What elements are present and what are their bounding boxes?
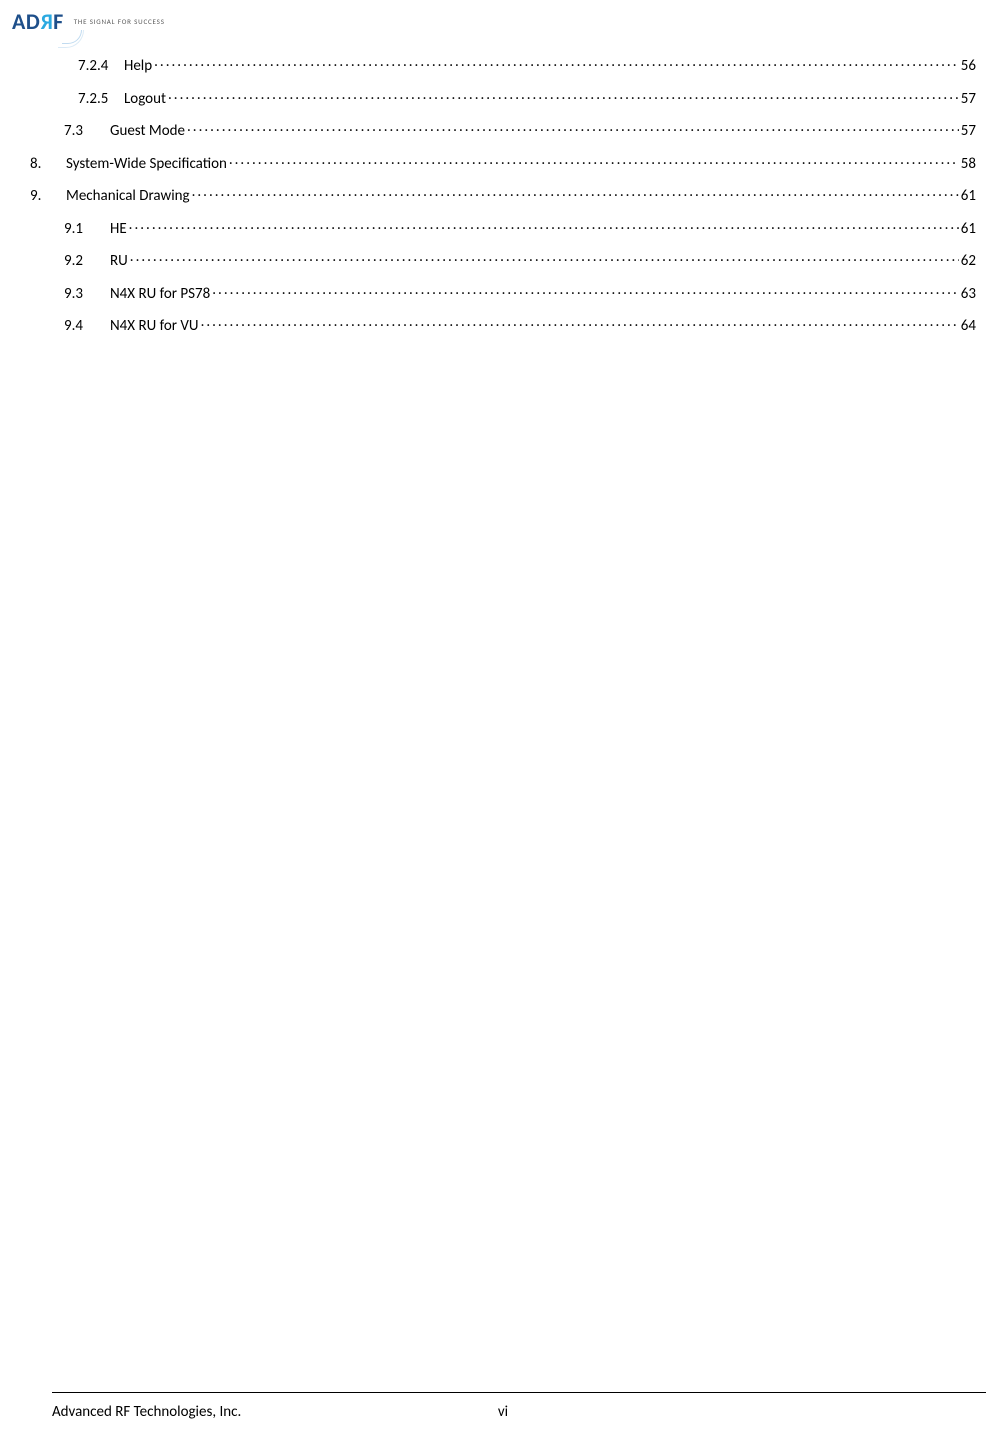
toc-row: 7.2.5 Logout 57 bbox=[30, 88, 976, 107]
toc-page: 62 bbox=[961, 254, 976, 269]
toc-row: 7.3 Guest Mode 57 bbox=[30, 120, 976, 139]
toc-title: HE bbox=[110, 222, 127, 237]
toc-title: N4X RU for VU bbox=[110, 319, 199, 334]
toc-number: 9.4 bbox=[64, 319, 110, 334]
toc-row: 8. System-Wide Specification 58 bbox=[30, 153, 976, 172]
toc-title: System-Wide Specification bbox=[66, 157, 227, 172]
toc-title: RU bbox=[110, 254, 128, 269]
toc-leader bbox=[130, 250, 959, 265]
toc-page: 57 bbox=[961, 92, 976, 107]
toc-number: 8. bbox=[30, 157, 66, 172]
toc-page: 58 bbox=[961, 157, 976, 172]
toc-number: 7.2.4 bbox=[78, 59, 124, 74]
toc-page: 61 bbox=[961, 189, 976, 204]
footer-company: Advanced RF Technologies, Inc. bbox=[52, 1403, 241, 1421]
toc-number: 7.2.5 bbox=[78, 92, 124, 107]
toc-row: 9. Mechanical Drawing 61 bbox=[30, 185, 976, 204]
footer-page-label: vi bbox=[498, 1403, 508, 1421]
toc-title: Logout bbox=[124, 92, 166, 107]
toc-leader bbox=[187, 120, 959, 135]
toc-leader bbox=[212, 283, 959, 298]
logo-swoosh-icon-2 bbox=[58, 30, 84, 48]
logo-tagline: THE SIGNAL FOR SUCCESS bbox=[74, 17, 165, 26]
toc-number: 9.2 bbox=[64, 254, 110, 269]
logo: A D R F bbox=[12, 8, 64, 35]
footer-rule bbox=[52, 1392, 986, 1393]
toc-page: 56 bbox=[961, 59, 976, 74]
toc-number: 7.3 bbox=[64, 124, 110, 139]
toc-row: 7.2.4 Help 56 bbox=[30, 55, 976, 74]
toc-row: 9.4 N4X RU for VU 64 bbox=[30, 315, 976, 334]
toc-page: 57 bbox=[961, 124, 976, 139]
toc-number: 9.3 bbox=[64, 287, 110, 302]
document-page: A D R F THE SIGNAL FOR SUCCESS 7.2.4 Hel… bbox=[0, 0, 1006, 1453]
page-footer: Advanced RF Technologies, Inc. vi bbox=[52, 1403, 954, 1421]
toc-number: 9. bbox=[30, 189, 66, 204]
toc-leader bbox=[168, 88, 959, 103]
logo-letter-d: D bbox=[26, 8, 40, 35]
page-header: A D R F THE SIGNAL FOR SUCCESS bbox=[12, 8, 165, 35]
toc-row: 9.1 HE 61 bbox=[30, 218, 976, 237]
toc-page: 64 bbox=[961, 319, 976, 334]
toc-leader bbox=[129, 218, 959, 233]
table-of-contents: 7.2.4 Help 56 7.2.5 Logout 57 7.3 Guest … bbox=[30, 55, 976, 348]
toc-title: Guest Mode bbox=[110, 124, 185, 139]
logo-letter-r: R bbox=[40, 8, 53, 35]
logo-letter-a: A bbox=[12, 8, 26, 35]
toc-row: 9.3 N4X RU for PS78 63 bbox=[30, 283, 976, 302]
toc-row: 9.2 RU 62 bbox=[30, 250, 976, 269]
toc-leader bbox=[229, 153, 959, 168]
toc-page: 61 bbox=[961, 222, 976, 237]
toc-page: 63 bbox=[961, 287, 976, 302]
toc-leader bbox=[201, 315, 959, 330]
toc-title: N4X RU for PS78 bbox=[110, 287, 210, 302]
toc-leader bbox=[192, 185, 959, 200]
toc-title: Mechanical Drawing bbox=[66, 189, 190, 204]
toc-title: Help bbox=[124, 59, 152, 74]
toc-leader bbox=[154, 55, 959, 70]
toc-number: 9.1 bbox=[64, 222, 110, 237]
